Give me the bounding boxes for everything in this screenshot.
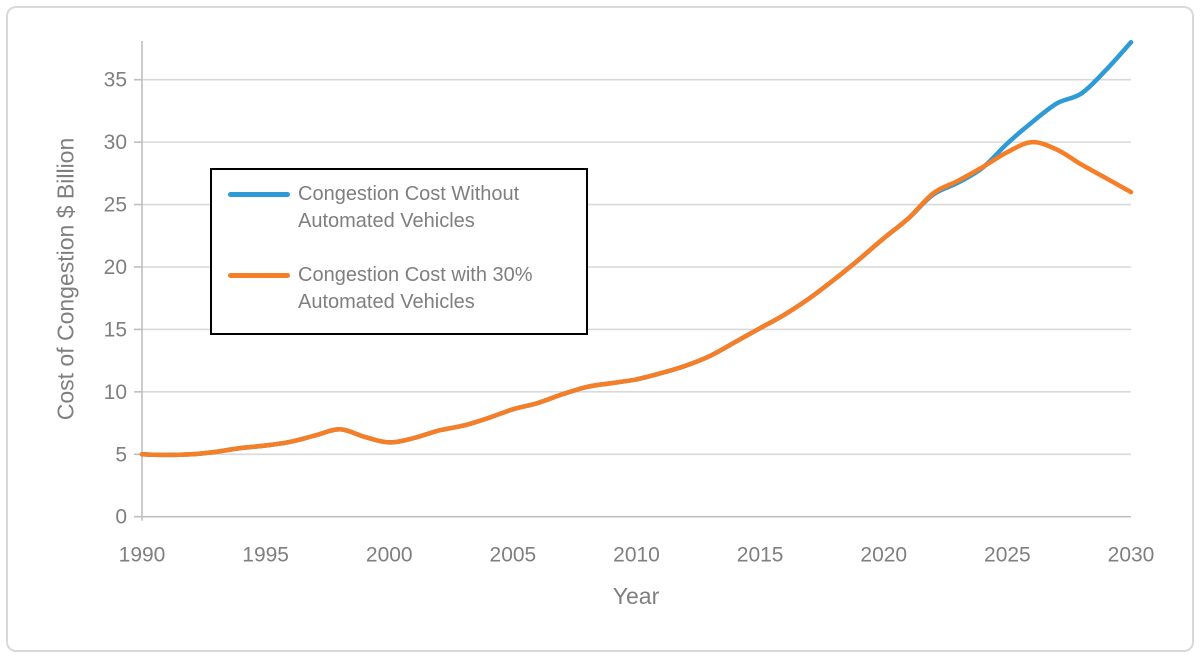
x-tick-label-2005: 2005: [490, 544, 537, 567]
x-tick-label-2020: 2020: [860, 544, 907, 567]
legend-item-with-av: Congestion Cost with 30% Automated Vehic…: [228, 262, 586, 316]
legend-label-line2: Automated Vehicles: [298, 291, 475, 313]
legend-label-line2: Automated Vehicles: [298, 210, 475, 232]
y-axis-title: Cost of Congestion $ Billion: [52, 137, 79, 421]
x-tick-label-2015: 2015: [737, 544, 784, 567]
y-tick-label-35: 35: [104, 69, 127, 92]
legend-label-with-av: Congestion Cost with 30% Automated Vehic…: [298, 262, 533, 316]
x-tick-label-2010: 2010: [613, 544, 660, 567]
x-tick-label-1990: 1990: [119, 544, 166, 567]
y-tick-label-0: 0: [115, 506, 127, 529]
x-tick-label-2025: 2025: [984, 544, 1031, 567]
legend: Congestion Cost Without Automated Vehicl…: [210, 168, 588, 335]
legend-item-without-av: Congestion Cost Without Automated Vehicl…: [228, 181, 586, 235]
x-axis-title: Year: [612, 583, 660, 609]
legend-label-line1: Congestion Cost Without: [298, 183, 520, 205]
x-tick-label-2000: 2000: [366, 544, 413, 567]
legend-label-without-av: Congestion Cost Without Automated Vehicl…: [298, 181, 519, 235]
x-tick-label-2030: 2030: [1108, 544, 1155, 567]
legend-line-swatch-with-av: [228, 273, 290, 278]
legend-line-swatch-without-av: [228, 192, 290, 197]
y-tick-label-25: 25: [104, 194, 127, 217]
y-tick-label-15: 15: [104, 318, 127, 341]
y-tick-label-10: 10: [104, 381, 127, 404]
y-tick-label-5: 5: [115, 443, 127, 466]
x-tick-label-1995: 1995: [242, 544, 289, 567]
y-tick-label-20: 20: [104, 256, 127, 279]
series-line-1: [139, 139, 1134, 458]
y-tick-label-30: 30: [104, 131, 127, 154]
legend-label-line1: Congestion Cost with 30%: [298, 264, 533, 286]
